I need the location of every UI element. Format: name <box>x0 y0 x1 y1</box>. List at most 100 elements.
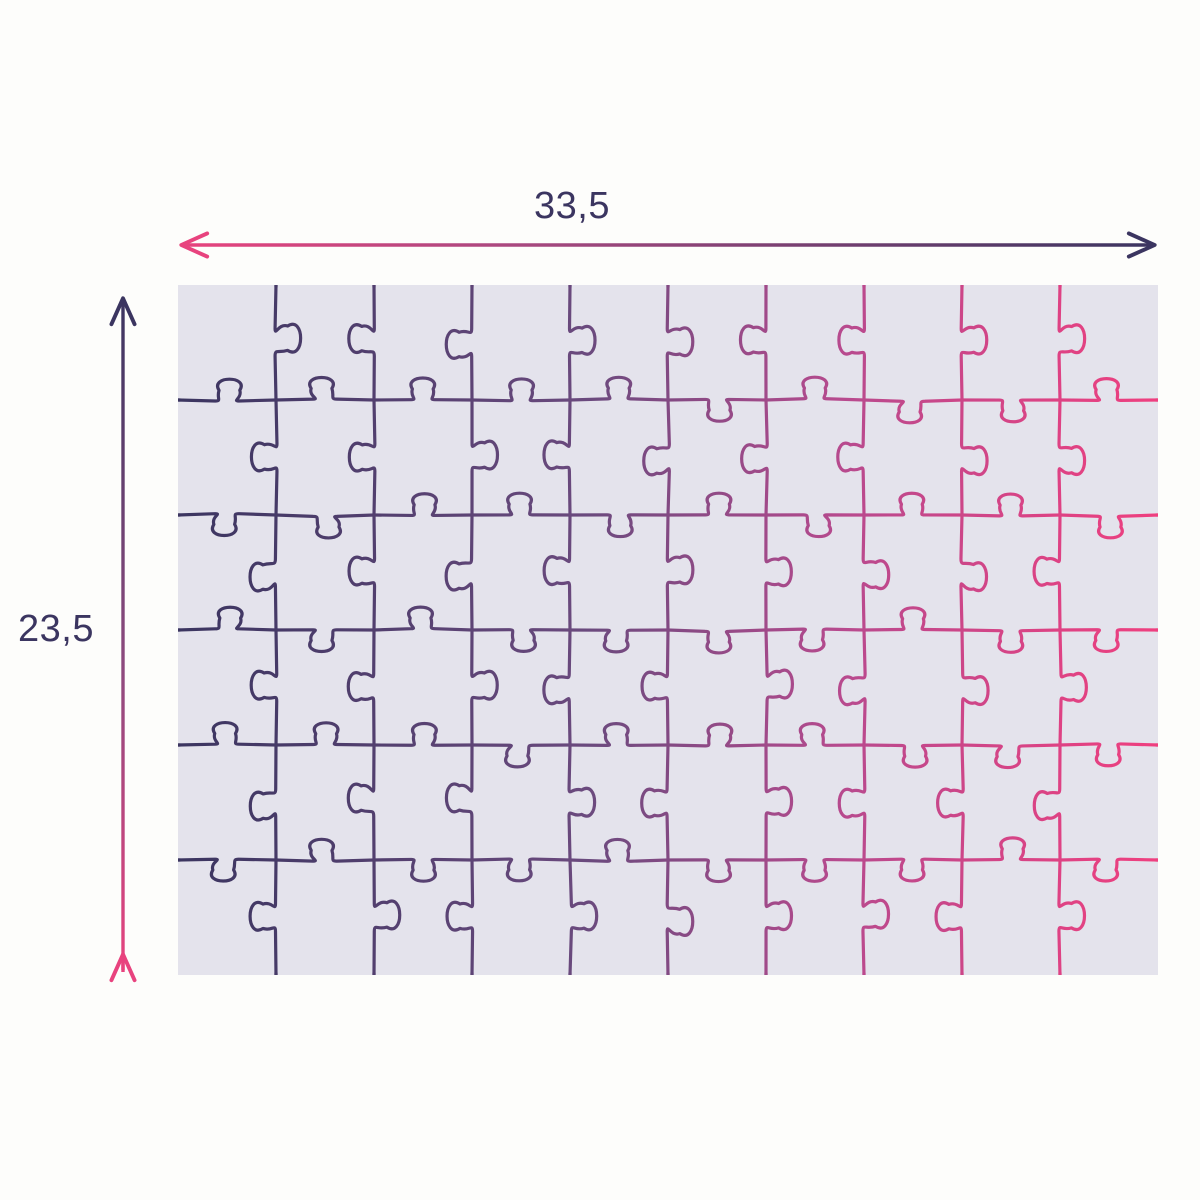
puzzle-edge <box>738 285 768 402</box>
puzzle-edge <box>1058 742 1158 768</box>
puzzle-edge <box>444 743 474 862</box>
puzzle-edge <box>178 721 278 747</box>
puzzle-edge <box>248 513 278 632</box>
puzzle-edge <box>249 628 279 747</box>
puzzle-edge <box>764 627 866 653</box>
puzzle-edge <box>960 398 1062 424</box>
puzzle-edge <box>862 398 964 425</box>
puzzle-edge <box>568 375 670 402</box>
puzzle-edge <box>346 743 376 862</box>
width-dimension-label: 33,5 <box>534 185 610 227</box>
puzzle-edge <box>372 857 474 883</box>
puzzle-edge <box>568 513 670 539</box>
puzzle-edge <box>470 628 499 747</box>
puzzle-edge <box>372 858 402 975</box>
puzzle-edge <box>372 492 474 518</box>
puzzle-edge <box>568 858 599 975</box>
puzzle-edge <box>274 376 376 402</box>
puzzle-edge <box>470 377 572 403</box>
puzzle-edge <box>764 858 794 975</box>
puzzle-edge <box>960 628 990 747</box>
puzzle-edge <box>959 398 989 517</box>
puzzle-edge <box>274 628 376 653</box>
puzzle-edge <box>862 491 964 517</box>
puzzle-edge <box>862 606 964 632</box>
puzzle-edge <box>568 837 670 863</box>
puzzle-edge <box>470 743 572 769</box>
puzzle-edge <box>1032 513 1062 632</box>
puzzle-edge <box>1057 285 1087 402</box>
puzzle-edge <box>960 628 1062 654</box>
puzzle-edge <box>248 743 278 862</box>
puzzle-edge <box>666 628 768 655</box>
puzzle-edge <box>665 285 695 402</box>
puzzle-edge <box>640 628 670 747</box>
puzzle-edge <box>665 858 695 975</box>
puzzle-edge <box>764 722 866 747</box>
puzzle-edge <box>1058 628 1158 653</box>
puzzle-edge <box>959 285 989 402</box>
puzzle-edge <box>178 512 278 537</box>
puzzle-edge <box>936 743 965 862</box>
puzzle-edge <box>666 858 768 884</box>
puzzle-edge <box>445 858 475 975</box>
puzzle-edge <box>666 722 768 748</box>
puzzle-edge <box>1058 628 1088 747</box>
puzzle-edge <box>764 375 866 402</box>
puzzle-edge <box>740 398 769 517</box>
puzzle-edge <box>861 513 891 632</box>
puzzle-edge <box>640 743 670 862</box>
puzzle-edge <box>542 513 572 632</box>
puzzle-edge <box>764 857 866 883</box>
puzzle-edge <box>470 398 500 517</box>
puzzle-edge <box>1057 398 1087 517</box>
puzzle-edge <box>542 628 572 747</box>
puzzle-edge <box>178 377 278 403</box>
puzzle-edge <box>764 513 866 539</box>
puzzle-edge <box>542 398 572 517</box>
puzzle-edge <box>960 836 1062 862</box>
puzzle-edge <box>567 743 597 862</box>
puzzle-edge <box>346 628 376 747</box>
puzzle-edge <box>347 398 377 517</box>
puzzle-edge <box>347 285 376 402</box>
puzzle-edge <box>862 743 964 769</box>
puzzle-edge <box>249 398 279 517</box>
puzzle-edge <box>347 513 377 632</box>
puzzle-edge <box>372 722 474 747</box>
puzzle-edge <box>372 605 474 632</box>
puzzle-edge <box>1058 857 1158 883</box>
puzzle-edge <box>666 397 768 423</box>
puzzle-edge <box>444 513 474 632</box>
puzzle-edge <box>274 721 376 747</box>
puzzle-edge <box>372 376 474 402</box>
puzzle-edge <box>248 858 278 975</box>
puzzle-edge <box>470 491 572 517</box>
puzzle-edge <box>666 491 768 517</box>
puzzle-edge <box>567 285 597 402</box>
puzzle-edge <box>836 398 866 517</box>
puzzle-edge <box>837 285 867 402</box>
puzzle-edge <box>1058 513 1158 540</box>
puzzle-edge <box>764 628 795 747</box>
puzzle-edge <box>934 858 964 975</box>
puzzle-edge <box>470 857 572 883</box>
puzzle-edge <box>470 628 572 653</box>
puzzle-edge <box>665 513 695 632</box>
puzzle-edge <box>960 492 1062 518</box>
puzzle-edge <box>960 743 1062 770</box>
puzzle-edge <box>568 722 670 747</box>
puzzle-edge <box>862 857 964 883</box>
puzzle-edge <box>837 743 867 862</box>
height-dimension-label: 23,5 <box>18 608 94 650</box>
puzzle-edge <box>837 628 867 747</box>
puzzle-edge <box>642 398 671 517</box>
puzzle-edge <box>274 837 376 863</box>
puzzle-edge <box>178 605 278 632</box>
puzzle-edge <box>568 628 670 654</box>
puzzle-edge <box>959 513 989 632</box>
puzzle-edge <box>444 285 474 402</box>
puzzle-edge <box>764 513 793 632</box>
